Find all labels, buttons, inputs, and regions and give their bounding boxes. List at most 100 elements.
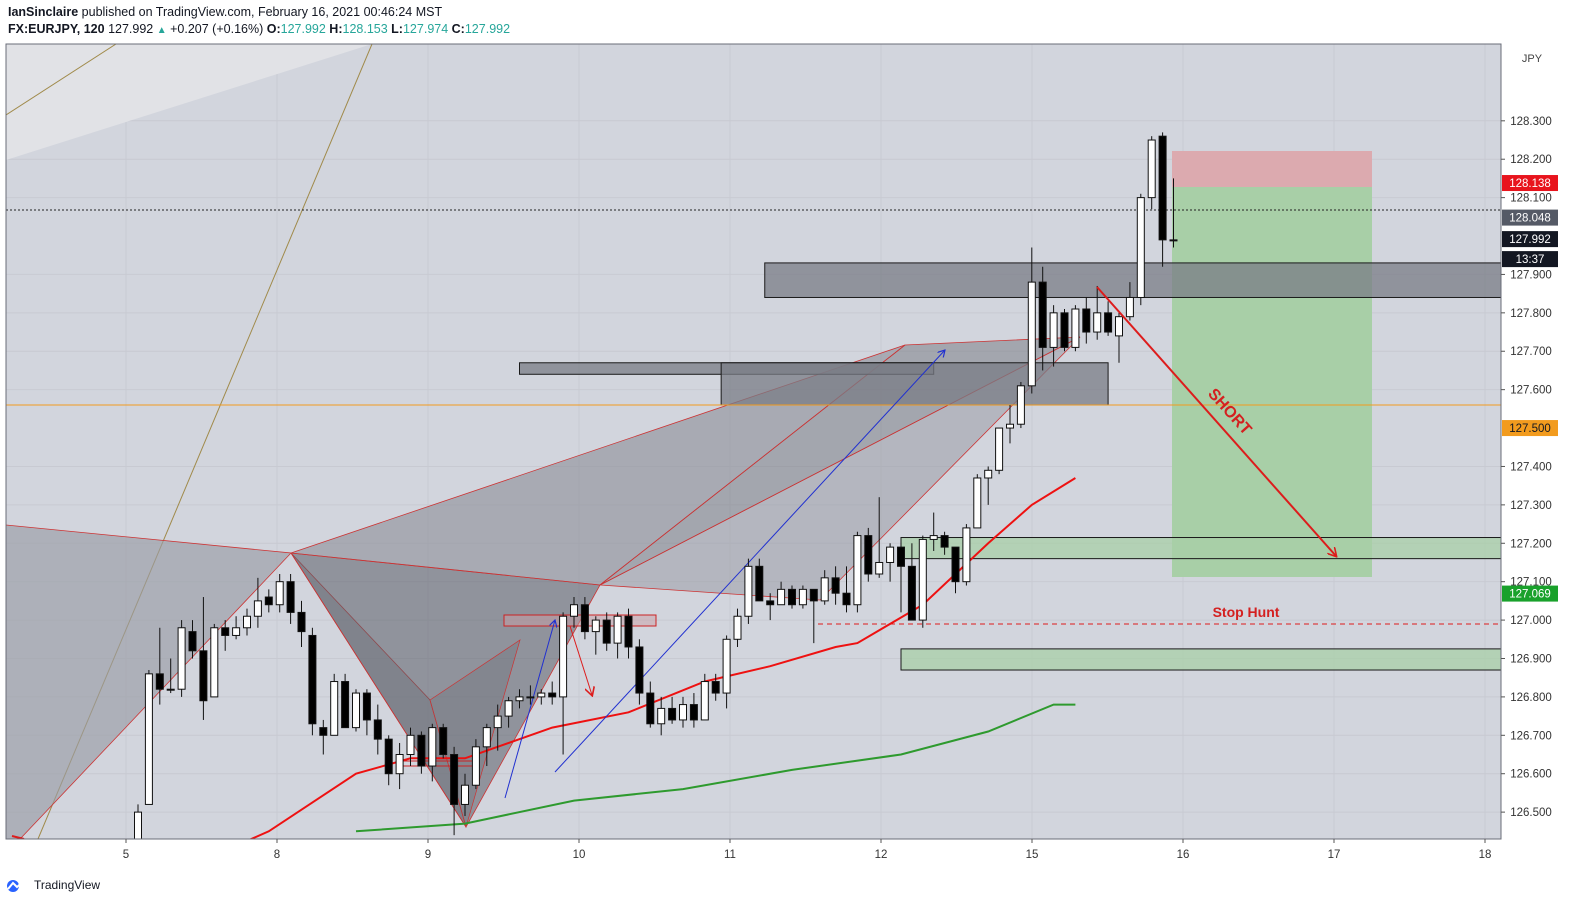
candle-body	[210, 627, 219, 698]
candle-body	[679, 704, 687, 721]
candle-body	[635, 646, 644, 694]
low-label: L:	[391, 22, 403, 36]
candle-body	[1006, 423, 1014, 429]
candle-body	[1093, 312, 1102, 333]
candle-body	[308, 634, 317, 725]
candle-body	[166, 688, 175, 691]
candle-body	[537, 692, 546, 698]
candle-body	[221, 627, 230, 636]
price-label-text: 128.048	[1509, 213, 1551, 225]
x-tick-label: 9	[425, 849, 431, 861]
candle-body	[1082, 308, 1091, 333]
footer[interactable]: TradingView	[6, 877, 100, 893]
candle-body	[668, 707, 677, 721]
price-label-text: 127.069	[1509, 589, 1551, 601]
short-arrow	[1096, 286, 1336, 556]
change: +0.207 (+0.16%)	[170, 22, 264, 36]
candle-body	[700, 681, 709, 721]
price-label-text: 127.500	[1509, 423, 1551, 435]
price-label-last	[1502, 231, 1558, 248]
candle-body	[689, 704, 698, 721]
price-labels: 128.138 128.048 127.992 13:37 127.500 127.069	[1502, 175, 1558, 602]
candle-body	[428, 727, 437, 767]
candle-body	[1104, 312, 1113, 333]
y-tick-label: 127.900	[1510, 269, 1552, 281]
candle-body	[341, 681, 350, 729]
candle-body	[177, 627, 186, 690]
y-tick-label: 126.500	[1510, 807, 1552, 819]
pattern-small-left	[429, 639, 521, 829]
stop-zone	[1172, 151, 1372, 187]
y-tick-label: 126.800	[1510, 692, 1552, 704]
candle-body	[319, 727, 328, 736]
candle-body	[134, 811, 142, 839]
y-tick-label: 127.700	[1510, 346, 1552, 358]
y-tick-label: 128.300	[1510, 116, 1552, 128]
candle-body	[907, 565, 916, 621]
y-tick-label: 128.100	[1510, 193, 1552, 205]
candle-body	[352, 692, 360, 729]
candle-body	[831, 577, 840, 594]
candle-body	[199, 650, 208, 702]
x-tick-label: 5	[123, 849, 129, 861]
candle-body	[918, 538, 927, 621]
candle-body	[613, 615, 622, 644]
candle-body	[777, 588, 786, 606]
small-red-arrow	[569, 625, 592, 695]
candle-body	[646, 692, 655, 725]
x-axis[interactable]: 5 8 9 10 11 12 15 16 17 18	[123, 839, 1492, 861]
candle-body	[733, 615, 742, 640]
price-label-entry	[1502, 209, 1558, 226]
candle-body	[624, 615, 633, 648]
candle-body	[591, 619, 600, 633]
fan-shade	[6, 44, 372, 160]
x-tick-label: 16	[1177, 849, 1190, 861]
fan-line-upper	[6, 44, 117, 116]
y-tick-label: 127.600	[1510, 385, 1552, 397]
author[interactable]: IanSinclaire	[8, 5, 79, 19]
x-tick-label: 11	[724, 849, 736, 861]
candle-body	[940, 535, 949, 548]
candle-body	[548, 692, 557, 698]
symbol[interactable]: FX:EURJPY, 120	[8, 22, 105, 36]
candle-body	[1071, 308, 1080, 348]
y-axis[interactable]: 128.300 128.200 128.100 127.900 127.800 127.7…	[1501, 116, 1552, 819]
price-label-text: 127.992	[1509, 234, 1551, 246]
candle-body	[275, 581, 284, 606]
price-label-stop	[1502, 175, 1558, 192]
candle-body	[853, 535, 862, 606]
candle-body	[461, 784, 469, 805]
candle-body	[570, 604, 578, 617]
candles	[134, 132, 1178, 839]
candle-body	[232, 627, 241, 636]
candle-body	[155, 673, 164, 690]
candle-body	[1136, 197, 1145, 298]
y-tick-label: 127.300	[1510, 500, 1552, 512]
y-tick-label: 127.400	[1510, 461, 1552, 473]
candle-body	[973, 477, 982, 529]
stop-hunt-label: Stop Hunt	[1213, 604, 1280, 620]
small-box-1	[503, 614, 657, 627]
candle-body	[1027, 281, 1036, 387]
price-label-text: 13:37	[1516, 254, 1545, 266]
plot-border	[5, 43, 1502, 840]
candle-body	[722, 638, 731, 694]
candle-body	[362, 692, 371, 721]
candle-body	[188, 631, 197, 652]
high-value: 128.153	[342, 22, 388, 36]
candle-body	[471, 746, 480, 786]
candle-body	[864, 535, 873, 575]
candle-body	[809, 588, 818, 602]
x-tick-label: 15	[1026, 849, 1039, 861]
ohlc-line: FX:EURJPY, 120 127.992 ▲ +0.207 (+0.16%)…	[8, 21, 510, 39]
candle-body	[406, 734, 415, 756]
candle-body	[330, 681, 339, 736]
high-label: H:	[329, 22, 343, 36]
candle-body	[559, 615, 568, 698]
candle-body	[897, 546, 905, 567]
candle-body	[1115, 316, 1123, 337]
blue-arrow-2	[504, 620, 555, 799]
y-tick-label: 128.200	[1510, 154, 1552, 166]
candle-body	[504, 700, 513, 717]
